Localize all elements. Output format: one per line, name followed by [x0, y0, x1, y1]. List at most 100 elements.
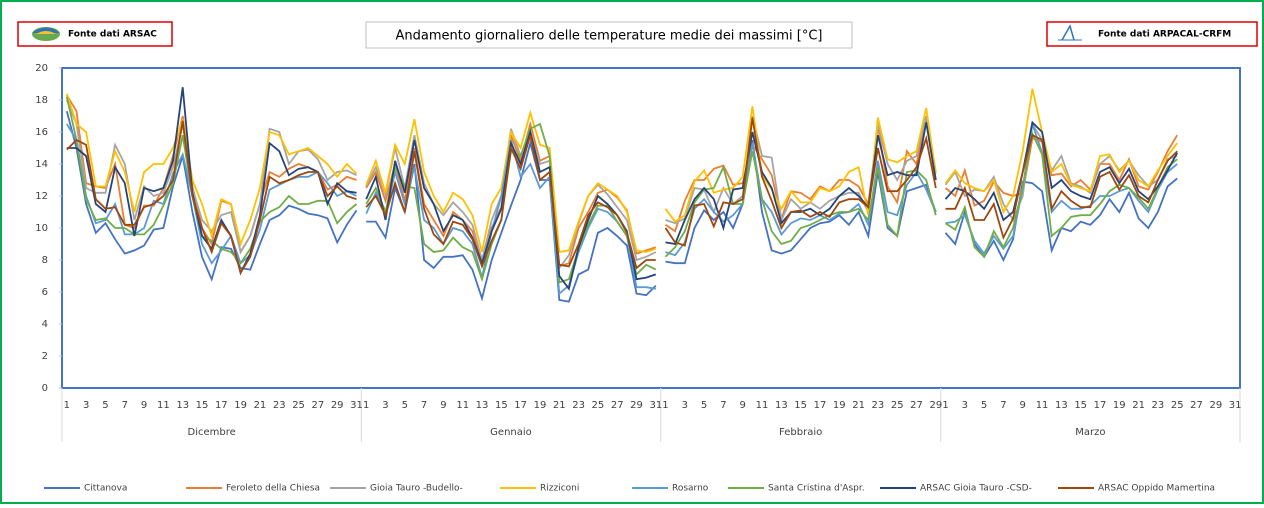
x-tick-label: 29	[331, 400, 344, 411]
x-tick-label: 21	[553, 400, 566, 411]
x-tick-label: 5	[701, 400, 707, 411]
group-label: Febbraio	[779, 427, 822, 438]
x-tick-label: 11	[1036, 400, 1049, 411]
series-line	[65, 99, 357, 255]
x-tick-label: 9	[440, 400, 446, 411]
y-tick-label: 10	[35, 223, 48, 234]
x-tick-label: 13	[775, 400, 788, 411]
series-line	[66, 87, 357, 276]
x-tick-label: 19	[833, 400, 846, 411]
series-line	[65, 110, 358, 282]
series-line	[665, 143, 937, 257]
series-line	[365, 128, 657, 271]
y-tick-label: 4	[42, 319, 48, 330]
y-tick-label: 14	[35, 159, 48, 170]
y-tick-label: 20	[35, 63, 48, 74]
x-tick-label: 23	[572, 400, 585, 411]
x-tick-label: 3	[83, 400, 89, 411]
series-line	[945, 123, 1178, 256]
y-tick-label: 16	[35, 127, 48, 138]
title-box	[365, 21, 853, 49]
x-tick-label: 5	[402, 400, 408, 411]
legend-label: Rizziconi	[540, 484, 579, 494]
x-tick-label: 23	[1152, 400, 1165, 411]
x-tick-label: 21	[254, 400, 267, 411]
series-line	[366, 139, 657, 303]
legend-label: Cittanova	[84, 484, 127, 494]
series-line	[664, 117, 937, 247]
x-tick-label: 19	[1113, 400, 1126, 411]
y-tick-label: 8	[42, 255, 48, 266]
chart-title: Andamento giornaliero delle temperature …	[396, 29, 823, 44]
x-tick-label: 17	[814, 400, 827, 411]
x-tick-label: 1	[942, 400, 948, 411]
series-line	[365, 134, 656, 270]
source-box	[17, 21, 173, 47]
series-line	[65, 96, 358, 265]
x-tick-label: 21	[852, 400, 865, 411]
x-tick-label: 31	[350, 400, 363, 411]
x-tick-label: 25	[292, 400, 305, 411]
x-tick-label: 15	[495, 400, 508, 411]
legend-label: Rosarno	[672, 484, 709, 494]
arsac-logo	[32, 27, 60, 41]
x-tick-label: 9	[1020, 400, 1026, 411]
x-tick-label: 19	[234, 400, 247, 411]
y-tick-label: 6	[42, 287, 48, 298]
arpacal-logo	[1058, 24, 1082, 41]
x-tick-label: 9	[740, 400, 746, 411]
series-line	[65, 93, 358, 247]
y-tick-label: 12	[35, 191, 48, 202]
x-tick-label: 29	[929, 400, 942, 411]
x-tick-label: 15	[196, 400, 209, 411]
y-tick-label: 0	[42, 383, 48, 394]
source-box	[1046, 21, 1258, 47]
x-tick-label: 3	[962, 400, 968, 411]
series-line	[665, 115, 937, 225]
legend-label: ARSAC Gioia Tauro -CSD-	[920, 484, 1032, 494]
series-line	[365, 128, 657, 291]
x-tick-label: 5	[981, 400, 987, 411]
x-tick-label: 19	[534, 400, 547, 411]
x-tick-label: 27	[312, 400, 325, 411]
series-line	[945, 130, 1178, 259]
series-line	[665, 122, 937, 246]
x-tick-label: 27	[611, 400, 624, 411]
legend-label: Santa Cristina d'Aspr.	[768, 484, 865, 494]
x-tick-label: 7	[122, 400, 128, 411]
x-tick-label: 1	[363, 400, 369, 411]
x-tick-label: 5	[102, 400, 108, 411]
series-line	[945, 133, 1178, 241]
group-label: Dicembre	[188, 427, 236, 438]
group-label: Marzo	[1075, 427, 1105, 438]
y-tick-label: 18	[35, 95, 48, 106]
x-tick-label: 1	[662, 400, 668, 411]
x-tick-label: 31	[1229, 400, 1242, 411]
x-tick-label: 17	[1094, 400, 1107, 411]
series-line	[944, 88, 1178, 215]
x-tick-label: 29	[1209, 400, 1222, 411]
x-tick-label: 25	[891, 400, 904, 411]
series-line	[365, 139, 656, 296]
series-line	[365, 109, 657, 254]
x-tick-label: 25	[1171, 400, 1184, 411]
x-tick-label: 15	[794, 400, 807, 411]
x-tick-label: 13	[1055, 400, 1068, 411]
x-tick-label: 13	[476, 400, 489, 411]
x-tick-label: 17	[514, 400, 527, 411]
x-tick-label: 25	[592, 400, 605, 411]
x-tick-label: 7	[1000, 400, 1006, 411]
x-tick-label: 11	[756, 400, 769, 411]
x-tick-label: 29	[630, 400, 643, 411]
series-line	[664, 106, 937, 223]
x-tick-label: 3	[382, 400, 388, 411]
x-tick-label: 21	[1132, 400, 1145, 411]
x-tick-label: 23	[872, 400, 885, 411]
series-line	[66, 123, 357, 265]
x-tick-label: 7	[720, 400, 726, 411]
series-line	[944, 134, 1178, 207]
source-left: Fonte dati ARSAC	[68, 30, 157, 40]
x-tick-label: 27	[910, 400, 923, 411]
x-tick-label: 17	[215, 400, 228, 411]
